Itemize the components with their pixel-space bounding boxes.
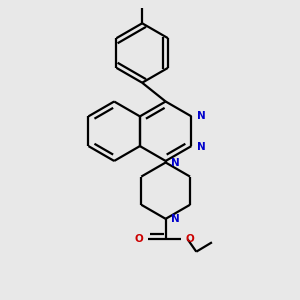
Text: N: N — [171, 214, 180, 224]
Text: O: O — [135, 234, 144, 244]
Text: N: N — [197, 142, 206, 152]
Text: O: O — [185, 234, 194, 244]
Text: N: N — [197, 111, 206, 121]
Text: N: N — [171, 158, 180, 167]
